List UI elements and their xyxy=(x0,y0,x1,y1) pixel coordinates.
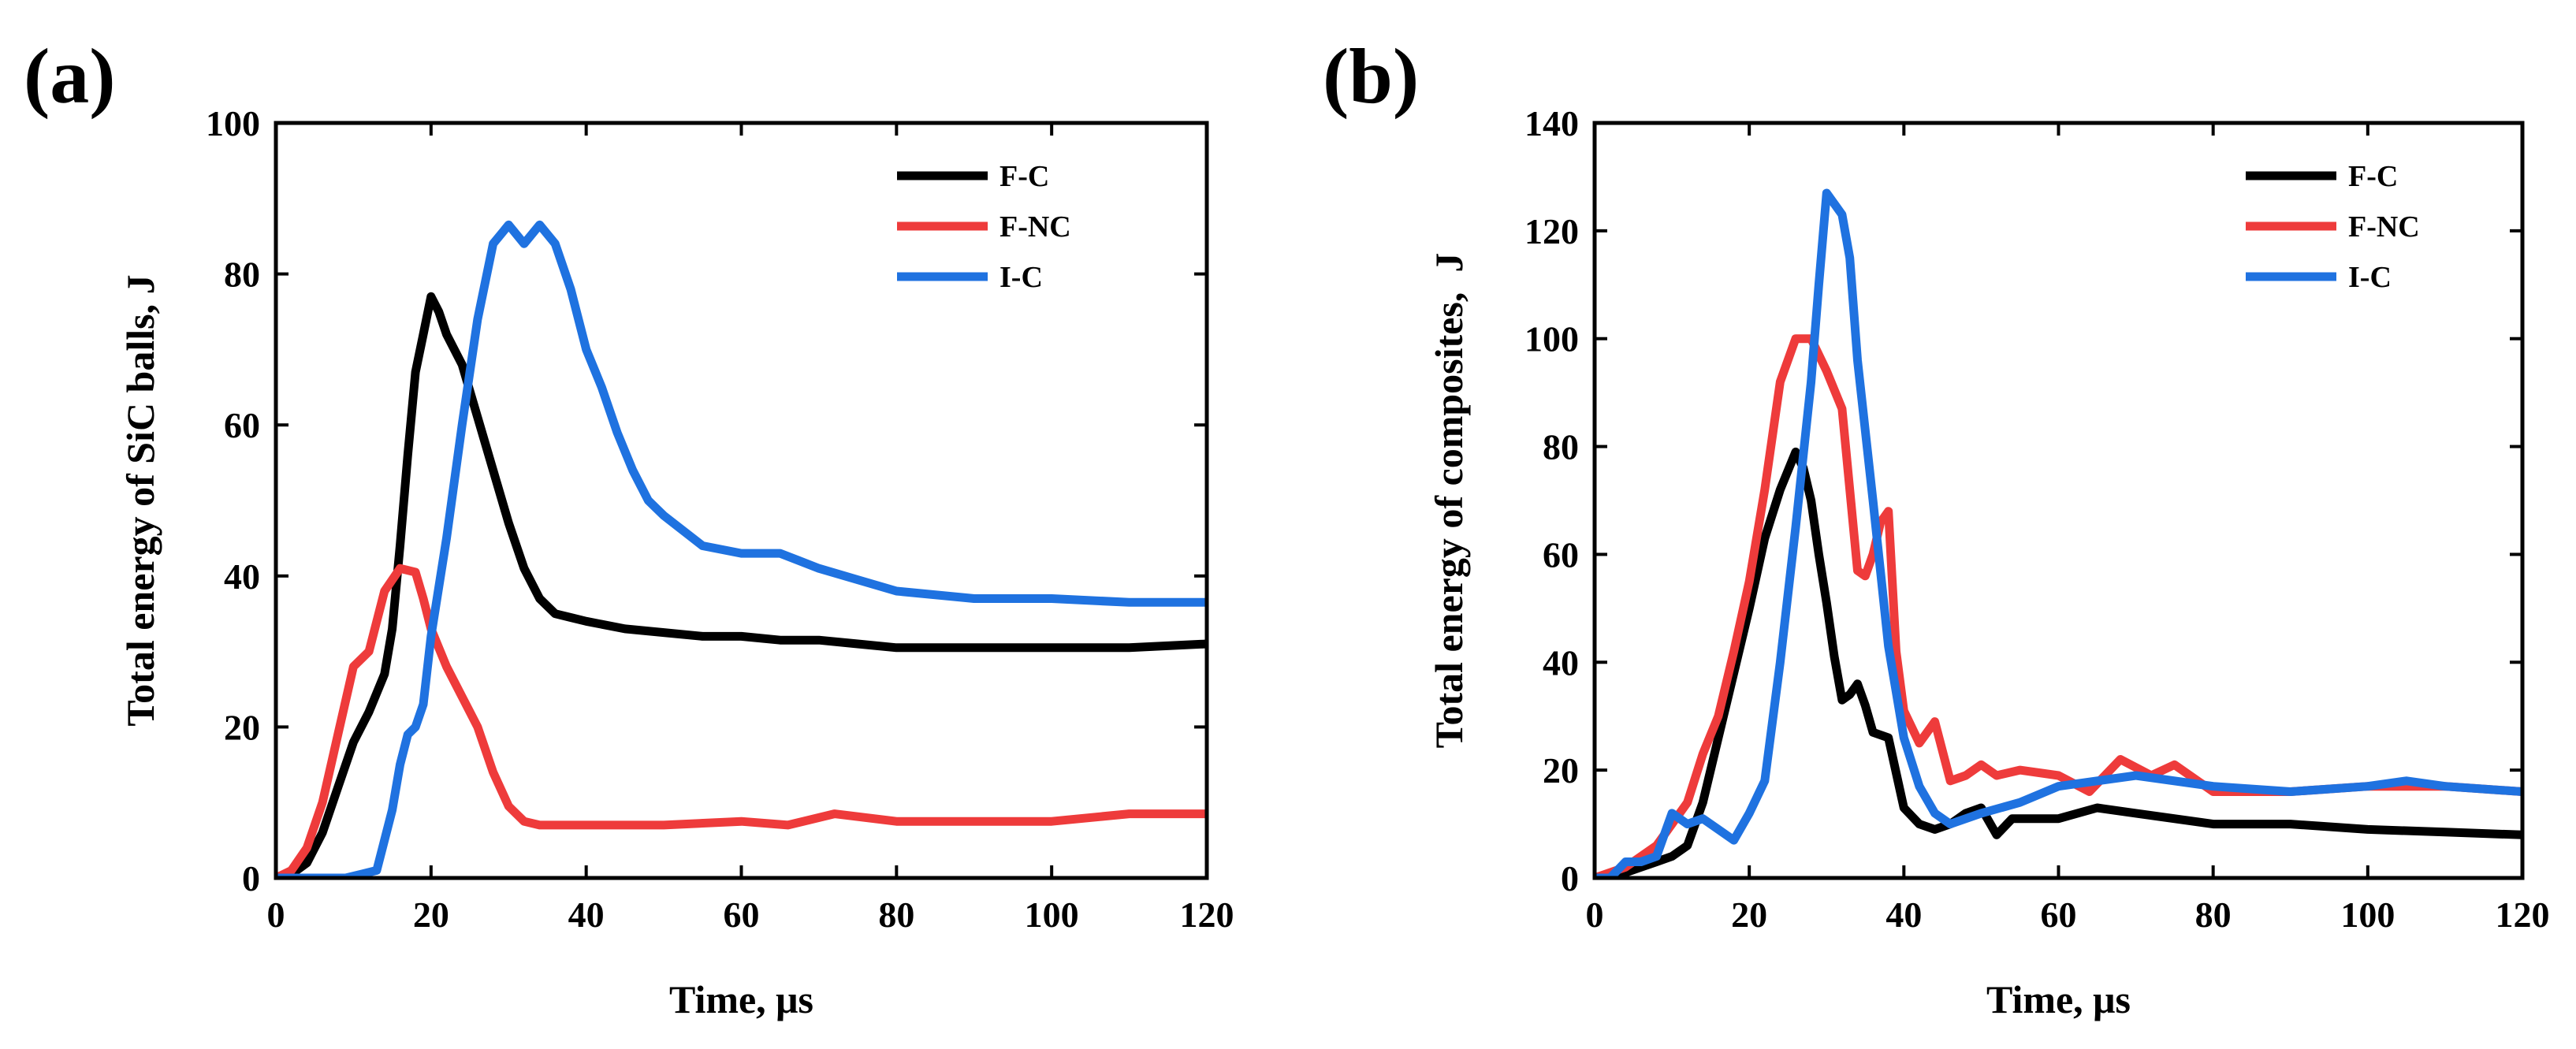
y-axis-title: Total energy of SiC balls, J xyxy=(118,274,162,726)
legend-label-f-c: F-C xyxy=(1000,160,1049,193)
y-tick-label: 40 xyxy=(1543,642,1579,683)
x-tick-label: 20 xyxy=(1731,895,1767,935)
x-tick-label: 120 xyxy=(2496,895,2550,935)
y-tick-label: 140 xyxy=(1524,103,1579,143)
series-line-i-c xyxy=(276,220,1207,878)
y-tick-label: 60 xyxy=(224,405,260,445)
y-tick-label: 0 xyxy=(242,858,260,898)
x-tick-label: 120 xyxy=(1180,895,1234,935)
y-tick-label: 0 xyxy=(1561,858,1579,898)
y-tick-label: 60 xyxy=(1543,534,1579,575)
x-tick-label: 100 xyxy=(1025,895,1079,935)
legend-label-i-c: I-C xyxy=(2348,261,2392,294)
x-tick-label: 80 xyxy=(2195,895,2232,935)
x-tick-label: 100 xyxy=(2340,895,2395,935)
x-tick-label: 20 xyxy=(413,895,449,935)
x-tick-label: 40 xyxy=(568,895,605,935)
chart-panel-a: (a) 0 20 40 60 80 100 120 0 20 40 60 80 100 Time, μs To… xyxy=(24,32,1234,1021)
legend: F-C F-NC I-C xyxy=(2246,160,2420,294)
x-tick-label: 0 xyxy=(267,895,285,935)
series-line-f-c xyxy=(1595,447,2522,878)
legend-label-f-nc: F-NC xyxy=(1000,210,1071,244)
y-tick-label: 80 xyxy=(1543,427,1579,467)
y-tick-label: 100 xyxy=(206,103,260,143)
x-axis-title: Time, μs xyxy=(669,977,813,1021)
y-tick-label: 80 xyxy=(224,255,260,295)
x-tick-label: 60 xyxy=(2041,895,2077,935)
panel-label: (b) xyxy=(1323,32,1419,120)
series-line-f-nc xyxy=(1595,334,2522,878)
legend-label-i-c: I-C xyxy=(1000,261,1043,294)
y-tick-label: 100 xyxy=(1524,319,1579,359)
series-line-f-c xyxy=(276,292,1207,878)
chart-panel-b: (b) 0 20 40 60 80 100 120 0 20 40 60 80 100 120 140 Time… xyxy=(1323,32,2550,1021)
x-tick-label: 80 xyxy=(878,895,914,935)
series-line-i-c xyxy=(1595,188,2522,878)
x-tick-label: 0 xyxy=(1586,895,1604,935)
x-tick-label: 40 xyxy=(1885,895,1922,935)
y-tick-label: 20 xyxy=(224,707,260,747)
y-tick-label: 20 xyxy=(1543,750,1579,790)
legend: F-C F-NC I-C xyxy=(897,160,1071,294)
x-tick-label: 60 xyxy=(724,895,760,935)
y-tick-label: 120 xyxy=(1524,211,1579,251)
x-axis-title: Time, μs xyxy=(1986,977,2131,1021)
legend-label-f-c: F-C xyxy=(2348,160,2398,193)
y-tick-label: 40 xyxy=(224,556,260,597)
y-axis-title: Total energy of composites, J xyxy=(1427,253,1471,749)
panel-label: (a) xyxy=(24,32,116,120)
legend-label-f-nc: F-NC xyxy=(2348,210,2420,244)
series-line-f-nc xyxy=(276,564,1207,878)
